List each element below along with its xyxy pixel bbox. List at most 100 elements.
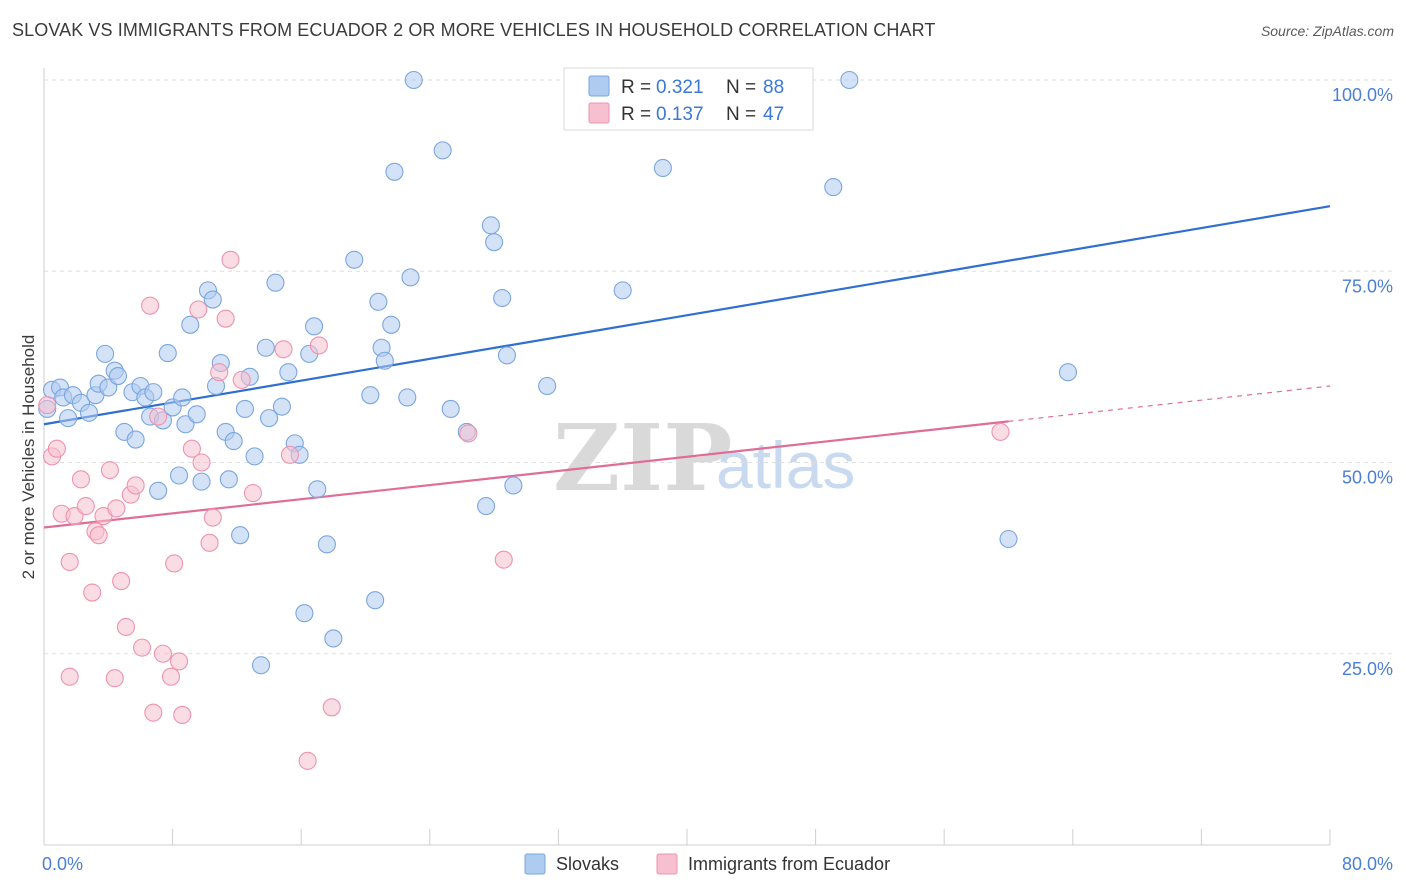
- legend-swatch-ecuador: [588, 102, 610, 124]
- data-point: [322, 698, 341, 717]
- data-point: [203, 508, 222, 527]
- data-point: [361, 386, 380, 405]
- data-point: [840, 70, 859, 90]
- data-point: [149, 407, 168, 426]
- data-point: [497, 346, 517, 365]
- data-point: [210, 363, 229, 382]
- data-point: [60, 552, 79, 572]
- series-legend: Slovaks Immigrants from Ecuador: [524, 853, 890, 875]
- legend-r-label-2: R =: [621, 104, 651, 125]
- data-point: [504, 476, 523, 495]
- data-point: [182, 439, 201, 458]
- data-point: [232, 370, 251, 389]
- data-point: [60, 667, 79, 686]
- data-point: [76, 497, 95, 516]
- y-tick-label: 50.0%: [1342, 468, 1393, 488]
- trend-lines: [43, 205, 1331, 529]
- legend-r-value-1: 0.321: [656, 77, 704, 98]
- data-point: [231, 526, 250, 545]
- data-point: [477, 497, 496, 516]
- data-point: [169, 652, 189, 671]
- data-point: [375, 351, 394, 370]
- y-tick-label: 75.0%: [1342, 276, 1393, 296]
- bottom-legend-ecuador: Immigrants from Ecuador: [688, 854, 890, 874]
- bottom-legend-slovaks: Slovaks: [556, 854, 619, 874]
- data-point: [295, 604, 314, 623]
- data-point: [401, 268, 420, 287]
- data-point: [345, 250, 364, 269]
- data-point: [221, 250, 240, 269]
- data-point: [141, 296, 160, 315]
- data-point: [243, 484, 263, 503]
- legend-n-value-1: 88: [763, 77, 784, 98]
- tick-labels: 25.0% 50.0% 75.0% 100.0% 0.0% 80.0%: [42, 85, 1393, 874]
- data-point: [256, 338, 275, 357]
- data-point: [38, 396, 57, 415]
- data-point: [165, 554, 184, 573]
- data-point: [203, 290, 222, 309]
- data-point: [298, 751, 317, 770]
- trend-line-1: [43, 420, 1009, 529]
- data-point: [181, 315, 200, 334]
- data-point: [116, 617, 136, 637]
- data-point: [404, 70, 423, 90]
- data-point: [144, 383, 163, 402]
- chart-title: SLOVAK VS IMMIGRANTS FROM ECUADOR 2 OR M…: [12, 20, 936, 40]
- x-tick-label: 0.0%: [42, 854, 83, 874]
- data-point: [187, 405, 206, 424]
- data-point: [200, 533, 219, 552]
- data-point: [824, 178, 843, 197]
- data-point: [105, 669, 124, 688]
- data-point: [59, 409, 78, 428]
- data-point: [107, 499, 126, 518]
- legend-n-label-1: N =: [726, 77, 756, 98]
- data-point: [280, 445, 299, 464]
- data-point: [999, 529, 1018, 549]
- data-point: [112, 572, 131, 591]
- data-point: [369, 292, 388, 311]
- data-point: [653, 158, 672, 178]
- data-point: [494, 550, 513, 569]
- data-point: [216, 309, 235, 328]
- x-tick-label: 80.0%: [1342, 854, 1393, 874]
- data-point: [324, 629, 343, 648]
- data-point: [279, 363, 298, 382]
- y-axis-label: 2 or more Vehicles in Household: [19, 335, 38, 580]
- trend-line-extension-1: [1008, 385, 1331, 422]
- data-point: [613, 281, 632, 300]
- data-point: [153, 644, 173, 663]
- data-point: [173, 388, 192, 407]
- data-point: [47, 439, 66, 458]
- data-point: [161, 667, 181, 686]
- data-point: [169, 466, 189, 485]
- data-point: [308, 480, 327, 499]
- data-point: [192, 472, 211, 491]
- data-point: [272, 397, 291, 416]
- data-point: [158, 344, 177, 363]
- data-point: [317, 535, 336, 554]
- gridlines: [44, 79, 1392, 655]
- data-point: [126, 476, 145, 495]
- data-point: [398, 388, 417, 407]
- trend-line-0: [43, 205, 1331, 426]
- data-point: [493, 288, 512, 308]
- legend-n-label-2: N =: [726, 104, 756, 125]
- data-point: [83, 583, 102, 602]
- data-point: [366, 591, 385, 610]
- y-tick-label: 100.0%: [1332, 85, 1393, 105]
- data-point: [149, 481, 168, 500]
- data-point: [485, 233, 504, 252]
- data-point: [991, 422, 1010, 441]
- data-point: [192, 453, 211, 472]
- data-points: [38, 70, 1078, 770]
- watermark-atlas: atlas: [716, 428, 855, 502]
- legend-swatch-slovaks: [588, 75, 610, 97]
- data-point: [235, 399, 254, 419]
- watermark-zip: ZIP: [553, 404, 732, 512]
- data-point: [274, 340, 293, 359]
- data-point: [71, 470, 91, 489]
- data-point: [538, 376, 557, 396]
- data-point: [481, 216, 500, 235]
- data-point: [219, 470, 238, 489]
